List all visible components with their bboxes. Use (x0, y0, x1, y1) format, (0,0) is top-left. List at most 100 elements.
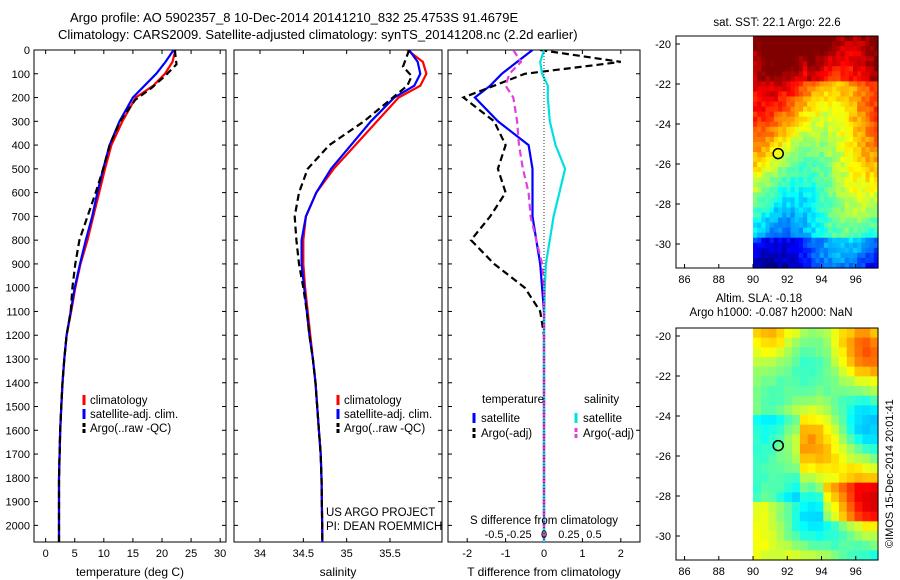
heatmap-cell (807, 61, 812, 67)
heatmap-cell (815, 197, 821, 204)
heatmap-cell (760, 328, 770, 339)
heatmap-cell (828, 76, 833, 82)
heatmap-cell (823, 237, 829, 244)
heatmap-cell (778, 207, 783, 214)
legend-entry: climatology (90, 395, 148, 407)
heatmap-cell (753, 473, 762, 484)
heatmap-cell (815, 257, 821, 264)
heatmap-cell (768, 521, 778, 532)
heatmap-cell (832, 136, 837, 143)
heatmap-cell (832, 101, 837, 108)
heatmap-cell (753, 366, 762, 377)
heatmap-cell (823, 96, 829, 103)
heatmap-cell (786, 36, 792, 42)
heatmap-cell (769, 232, 775, 239)
heatmap-cell (757, 262, 762, 269)
heatmap-cell (828, 146, 833, 153)
heatmap-cell (786, 131, 792, 138)
heatmap-cell (794, 46, 800, 52)
heatmap-cell (784, 395, 793, 406)
heatmap-cell (815, 395, 824, 406)
heatmap-cell (768, 357, 778, 368)
y-tick-label: 700 (12, 211, 30, 223)
heatmap-cell (753, 126, 758, 133)
heatmap-cell (798, 41, 804, 47)
heatmap-cell (786, 126, 792, 133)
heatmap-cell (857, 207, 862, 214)
heatmap-cell (854, 386, 863, 397)
heatmap-cell (848, 51, 854, 57)
heatmap-cell (778, 121, 783, 128)
heatmap-cell (768, 337, 778, 348)
heatmap-cell (819, 167, 825, 173)
heatmap-cell (836, 172, 842, 178)
heatmap-cell (836, 242, 842, 249)
heatmap-cell (862, 511, 871, 522)
heatmap-cell (776, 453, 785, 464)
heatmap-cell (840, 66, 846, 72)
heatmap-cell (815, 106, 821, 113)
heatmap-cell (768, 395, 778, 406)
heatmap-cell (853, 61, 858, 67)
x-tick-label: 94 (815, 274, 827, 286)
heatmap-cell (792, 511, 801, 522)
heatmap-cell (848, 61, 854, 67)
heatmap-cell (823, 222, 829, 229)
heatmap-cell (769, 116, 775, 123)
heatmap-cell (819, 96, 825, 103)
legend-entry: Argo(-adj) (583, 428, 634, 440)
heatmap-cell (846, 405, 856, 416)
heatmap-cell (798, 217, 804, 224)
heatmap-cell (811, 237, 817, 244)
heatmap-cell (753, 463, 762, 474)
heatmap-cell (786, 227, 792, 234)
heatmap-cell (761, 232, 767, 239)
heatmap-cell (753, 141, 758, 148)
heatmap-cell (838, 531, 848, 542)
heatmap-cell (832, 106, 837, 113)
heatmap-cell (811, 162, 817, 168)
heatmap-cell (873, 217, 879, 224)
heatmap-cell (769, 157, 775, 163)
heatmap-cell (761, 56, 767, 62)
heatmap-cell (848, 152, 854, 158)
heatmap-cell (786, 81, 792, 88)
heatmap-cell (848, 197, 854, 204)
heatmap-cell (838, 347, 848, 358)
heatmap-cell (765, 197, 771, 204)
heatmap-cell (832, 192, 837, 198)
heatmap-cell (794, 202, 800, 209)
heatmap-cell (778, 262, 783, 269)
heatmap-cell (823, 337, 832, 348)
heatmap-cell (854, 521, 863, 532)
heatmap-cell (765, 76, 771, 82)
heatmap-cell (792, 386, 801, 397)
heatmap-cell (778, 242, 783, 249)
heatmap-cell (848, 141, 854, 148)
heatmap-cell (865, 126, 871, 133)
heatmap-cell (769, 36, 775, 42)
heatmap-cell (790, 232, 796, 239)
heatmap-cell (803, 146, 808, 153)
heatmap-cell (753, 116, 758, 123)
heatmap-cell (836, 116, 842, 123)
heatmap-cell (803, 197, 808, 204)
heatmap-cell (761, 152, 767, 158)
heatmap-cell (840, 207, 846, 214)
heatmap-cell (757, 187, 762, 193)
heatmap-cell (753, 61, 758, 67)
heatmap-cell (865, 106, 871, 113)
heatmap-cell (815, 376, 824, 387)
heatmap-cell (753, 262, 758, 269)
heatmap-cell (870, 434, 879, 445)
heatmap-cell (799, 434, 809, 445)
heatmap-cell (828, 86, 833, 93)
heatmap-cell (846, 453, 856, 464)
heatmap-cell (869, 36, 875, 42)
heatmap-cell (865, 61, 871, 67)
series-line (473, 50, 546, 542)
heatmap-cell (768, 511, 778, 522)
y-tick-label: 1900 (6, 497, 30, 509)
heatmap-cell (782, 162, 787, 168)
y-tick-label: 1100 (6, 306, 30, 318)
